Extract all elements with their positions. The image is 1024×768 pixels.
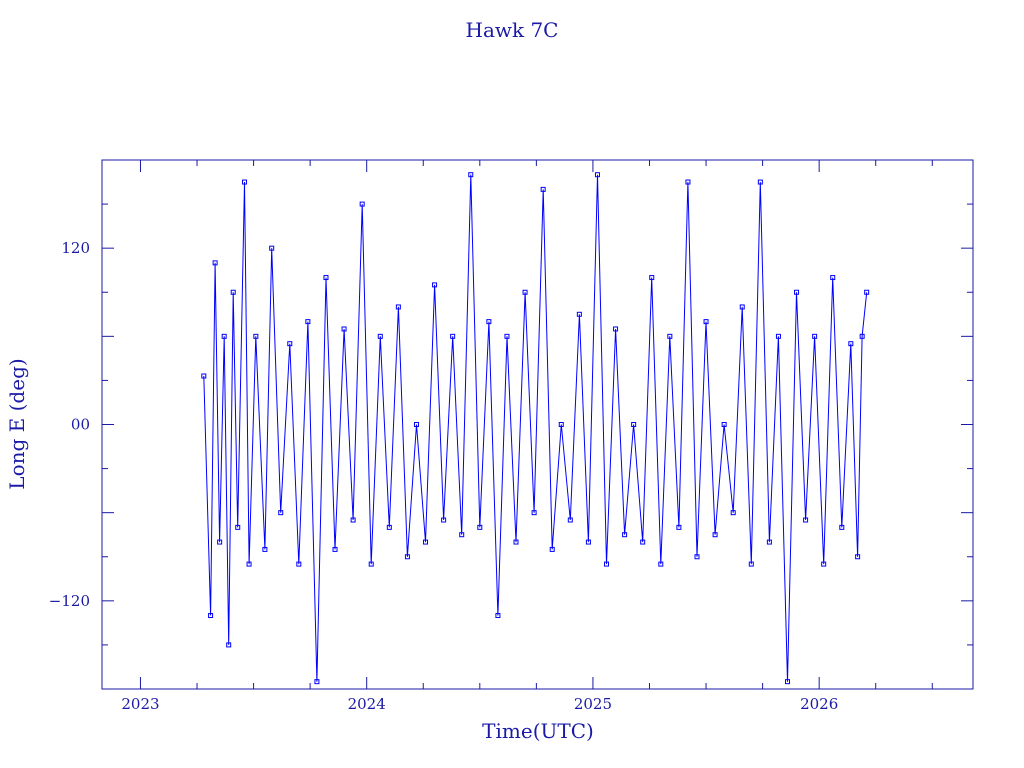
data-point bbox=[739, 304, 745, 310]
data-point bbox=[386, 524, 392, 530]
y-axis-label: Long E (deg) bbox=[5, 358, 29, 489]
data-point bbox=[766, 539, 772, 545]
plot-frame bbox=[101, 159, 974, 690]
data-point bbox=[576, 311, 582, 317]
data-point bbox=[594, 172, 600, 178]
data-point bbox=[341, 326, 347, 332]
data-point bbox=[441, 517, 447, 523]
data-point bbox=[864, 289, 870, 295]
data-point bbox=[585, 539, 591, 545]
y-tick-label: −120 bbox=[49, 592, 90, 610]
data-point bbox=[613, 326, 619, 332]
data-point bbox=[486, 319, 492, 325]
data-point bbox=[495, 613, 501, 619]
data-point bbox=[201, 373, 207, 379]
series-layer bbox=[201, 172, 870, 685]
data-point bbox=[477, 524, 483, 530]
data-point bbox=[368, 561, 374, 567]
data-point bbox=[540, 186, 546, 192]
data-point bbox=[855, 554, 861, 560]
data-point bbox=[217, 539, 223, 545]
data-point bbox=[221, 333, 227, 339]
data-point bbox=[604, 561, 610, 567]
data-point bbox=[622, 532, 628, 538]
data-point bbox=[821, 561, 827, 567]
data-point bbox=[459, 532, 465, 538]
data-point bbox=[667, 333, 673, 339]
data-point bbox=[296, 561, 302, 567]
data-point bbox=[522, 289, 528, 295]
data-point bbox=[658, 561, 664, 567]
chart-title: Hawk 7C bbox=[466, 18, 559, 42]
data-point bbox=[531, 510, 537, 516]
data-point bbox=[226, 642, 232, 648]
data-point bbox=[631, 422, 637, 427]
data-point bbox=[413, 422, 419, 427]
data-point bbox=[848, 341, 854, 347]
x-tick-label: 2026 bbox=[800, 695, 838, 713]
data-point bbox=[395, 304, 401, 310]
x-tick-label: 2023 bbox=[121, 695, 159, 713]
data-point bbox=[235, 524, 241, 530]
data-point bbox=[269, 245, 275, 251]
data-point bbox=[212, 260, 218, 266]
data-point bbox=[649, 275, 655, 281]
data-point bbox=[721, 422, 727, 427]
data-point bbox=[730, 510, 736, 516]
y-tick-label: 00 bbox=[71, 416, 90, 434]
data-point bbox=[694, 554, 700, 560]
data-point bbox=[748, 561, 754, 567]
data-point bbox=[775, 333, 781, 339]
data-point bbox=[350, 517, 356, 523]
data-point bbox=[513, 539, 519, 545]
data-point bbox=[757, 179, 763, 185]
data-point bbox=[794, 289, 800, 295]
data-point bbox=[830, 275, 836, 281]
data-point bbox=[676, 524, 682, 530]
data-point bbox=[549, 546, 555, 552]
data-point bbox=[558, 422, 564, 427]
data-point bbox=[305, 319, 311, 325]
data-point bbox=[287, 341, 293, 347]
data-point bbox=[703, 319, 709, 325]
data-point bbox=[567, 517, 573, 523]
data-point bbox=[504, 333, 510, 339]
data-point bbox=[432, 282, 438, 288]
data-point bbox=[712, 532, 718, 538]
data-point bbox=[450, 333, 456, 339]
data-point bbox=[278, 510, 284, 516]
data-point bbox=[242, 179, 248, 185]
x-tick-label: 2025 bbox=[574, 695, 612, 713]
data-point bbox=[332, 546, 338, 552]
x-tick-label: 2024 bbox=[348, 695, 386, 713]
y-tick-label: 120 bbox=[61, 239, 90, 257]
data-point bbox=[812, 333, 818, 339]
data-point bbox=[640, 539, 646, 545]
data-point bbox=[230, 289, 236, 295]
data-point bbox=[359, 201, 365, 207]
data-point bbox=[423, 539, 429, 545]
data-point bbox=[323, 275, 329, 281]
data-point bbox=[839, 524, 845, 530]
x-axis-label: Time(UTC) bbox=[482, 719, 594, 743]
data-point bbox=[253, 333, 259, 339]
data-point bbox=[685, 179, 691, 185]
data-point bbox=[314, 679, 320, 685]
data-point bbox=[377, 333, 383, 339]
series-line bbox=[203, 174, 868, 682]
data-point bbox=[803, 517, 809, 523]
data-point bbox=[404, 554, 410, 560]
data-point bbox=[784, 679, 790, 685]
data-point bbox=[246, 561, 252, 567]
data-point bbox=[859, 333, 865, 339]
data-point bbox=[208, 613, 214, 619]
axis-ticks: 2023 2024 2025 2026 120 00 −120 bbox=[49, 160, 973, 713]
data-point bbox=[262, 546, 268, 552]
data-point bbox=[468, 172, 474, 178]
